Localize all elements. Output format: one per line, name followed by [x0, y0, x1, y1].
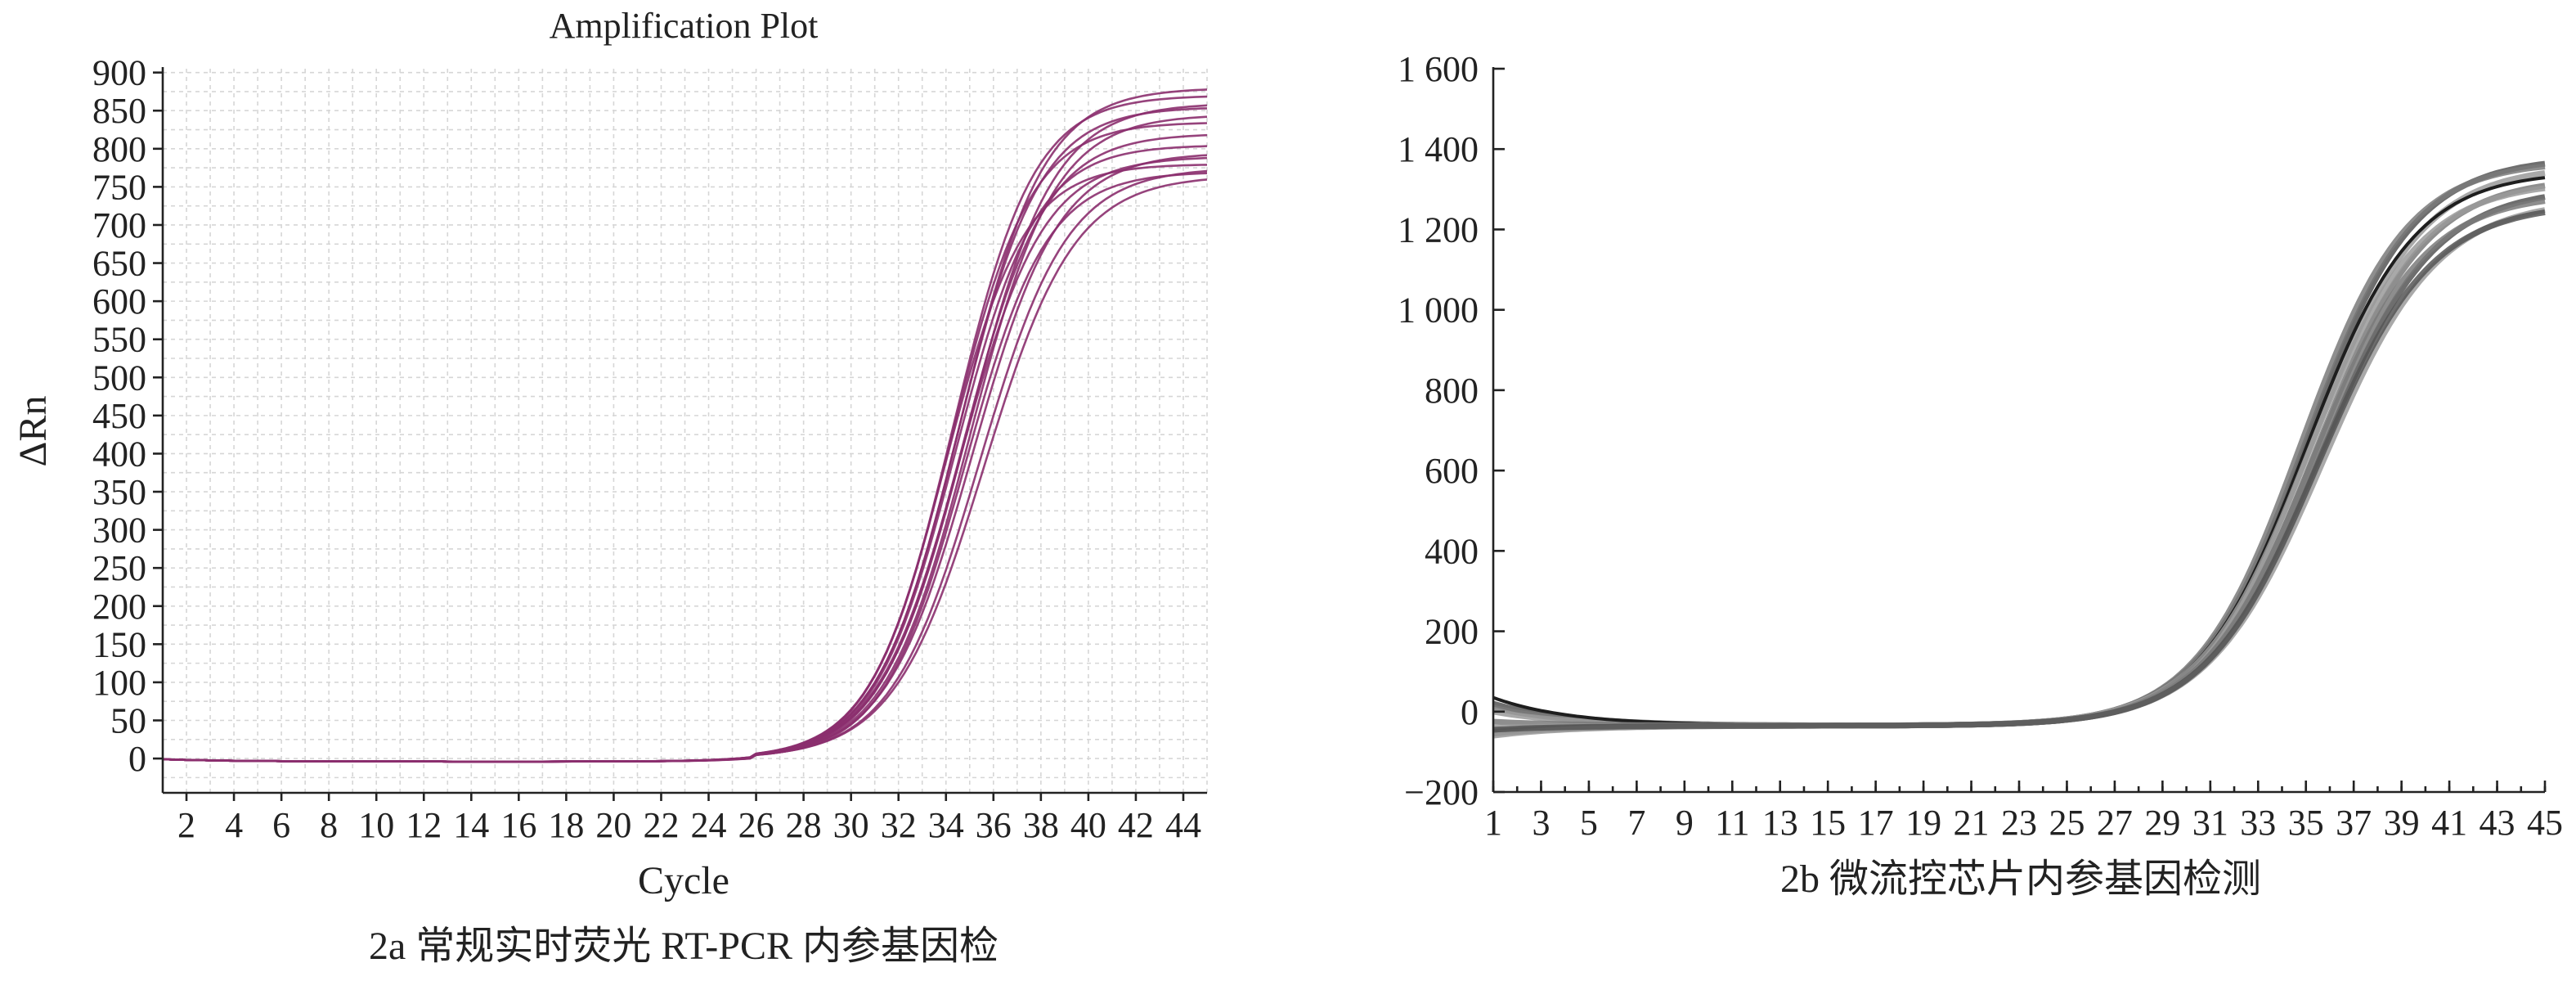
chart-2a-y-axis-label: ΔRn	[11, 396, 55, 467]
chart-2a-x-tick-label: 24	[691, 805, 727, 845]
chart-2a-x-tick-label: 40	[1070, 805, 1106, 845]
chart-2a-x-tick-label: 16	[500, 805, 536, 845]
chart-2b-x-tick-label: 39	[2384, 803, 2420, 843]
chart-2b-y-tick-label: 1 400	[1398, 129, 1479, 169]
chart-2b-x-tick-label: 7	[1627, 803, 1645, 843]
chart-2b-y-tick-label: 1 000	[1398, 290, 1479, 331]
chart-2a-y-tick-label: 300	[92, 511, 146, 551]
chart-2a-y-tick-label: 900	[92, 53, 146, 93]
chart-2a-x-tick-label: 30	[833, 805, 869, 845]
chart-2a-grid	[162, 69, 1208, 793]
panel-2a: Amplification Plot 2 4 6 8 10 12 14 16 18 20 22 24 2…	[11, 6, 1208, 968]
chart-2a-y-tick-label: 500	[92, 358, 146, 398]
chart-2a-x-tick-label: 14	[453, 805, 489, 845]
chart-2b-x-tick-label: 43	[2480, 803, 2515, 843]
chart-2a-y-tick-label: 800	[92, 129, 146, 169]
chart-2b-series-group	[1492, 160, 2546, 739]
chart-2b-x-tick-label: 19	[1905, 803, 1941, 843]
chart-2a-x-tick-label: 34	[928, 805, 964, 845]
chart-2b-y-tick-label: 1 200	[1398, 209, 1479, 250]
chart-2a-series-line-14	[162, 178, 1208, 763]
chart-2a-x-tick-label: 36	[976, 805, 1012, 845]
chart-2b-y-tick-label: 200	[1425, 612, 1479, 652]
chart-2a-x-tick-label: 42	[1118, 805, 1154, 845]
chart-2a-x-axis-label: Cycle	[638, 859, 729, 902]
chart-2a-x-tick-label: 38	[1023, 805, 1059, 845]
chart-2a-x-tick-label: 12	[406, 805, 442, 845]
chart-2a-y-tick-label: 650	[92, 244, 146, 284]
chart-2b-x-tick-label: 29	[2144, 803, 2180, 843]
chart-2b-x-tick-label: 37	[2336, 803, 2372, 843]
chart-2a-series-group	[162, 88, 1208, 763]
chart-2a-y-tick-label: 50	[110, 701, 146, 741]
chart-2a-y-tick-label: 200	[92, 587, 146, 627]
chart-2a-title: Amplification Plot	[550, 6, 819, 46]
chart-2a-y-tick-label: 850	[92, 91, 146, 131]
chart-2b-x-tick-label: 35	[2288, 803, 2324, 843]
chart-2b-y-ticks: −200 0 200 400 600 800 1 000 1 200 1 400 1 600	[1398, 49, 1505, 812]
chart-2b-x-tick-label: 33	[2240, 803, 2276, 843]
chart-2a-caption: 2a 常规实时荧光 RT-PCR 内参基因检	[369, 925, 999, 968]
chart-2a-series-line-9	[162, 154, 1208, 763]
chart-2b-x-tick-label: 5	[1580, 803, 1598, 843]
chart-2a-x-tick-label: 6	[272, 805, 290, 845]
chart-2a-x-tick-label: 10	[358, 805, 394, 845]
chart-2b-y-tick-label: −200	[1404, 772, 1479, 812]
chart-2a-x-tick-label: 44	[1165, 805, 1201, 845]
chart-2a-y-tick-label: 750	[92, 167, 146, 207]
chart-2a-y-tick-label: 550	[92, 320, 146, 360]
chart-2a-y-tick-label: 400	[92, 434, 146, 474]
panel-2b: 1 3 5 7 9 11 13 15 17 19 21 23 25 27 29 31 33 35 37 39 41 43 4…	[1398, 49, 2563, 901]
chart-2b-x-tick-label: 31	[2192, 803, 2228, 843]
chart-2b-x-tick-label: 3	[1532, 803, 1550, 843]
chart-2b-y-tick-label: 400	[1425, 531, 1479, 571]
chart-2b-x-tick-label: 41	[2431, 803, 2467, 843]
chart-2a-x-tick-label: 26	[738, 805, 774, 845]
chart-2a-y-ticks: 0501001502002503003504004505005506006507…	[92, 53, 163, 779]
chart-2a-x-tick-label: 32	[881, 805, 917, 845]
chart-2b-x-tick-label: 17	[1858, 803, 1894, 843]
chart-2a-x-tick-label: 8	[320, 805, 338, 845]
chart-2a-series-line-10	[162, 156, 1208, 763]
chart-2b-caption: 2b 微流控芯片内参基因检测	[1780, 857, 2261, 901]
chart-2b-y-tick-label: 0	[1461, 692, 1479, 732]
chart-2b-series-line-5	[1492, 182, 2546, 729]
chart-2b-x-tick-label: 9	[1676, 803, 1694, 843]
chart-2a-axes	[161, 67, 1207, 794]
chart-2b-series-line-2	[1492, 164, 2546, 729]
chart-2a-x-tick-label: 22	[643, 805, 679, 845]
chart-2a-y-tick-label: 700	[92, 205, 146, 245]
chart-2a-x-tick-label: 4	[225, 805, 243, 845]
chart-2b-x-tick-label: 15	[1810, 803, 1846, 843]
chart-2a-x-tick-label: 2	[177, 805, 195, 845]
chart-2a-x-tick-label: 28	[786, 805, 822, 845]
chart-2a-x-tick-label: 18	[548, 805, 584, 845]
chart-2b-x-tick-label: 13	[1762, 803, 1798, 843]
chart-2b-y-tick-label: 600	[1425, 451, 1479, 491]
chart-2a-y-tick-label: 0	[128, 739, 146, 779]
chart-2b-x-ticks: 1 3 5 7 9 11 13 15 17 19 21 23 25 27 29 31 33 35 37 39 41 43 4…	[1484, 781, 2563, 843]
chart-2b-series-line-1	[1492, 160, 2546, 729]
chart-2a-y-tick-label: 600	[92, 281, 146, 322]
chart-2a-y-tick-label: 100	[92, 663, 146, 703]
chart-2b-x-tick-label: 21	[1954, 803, 1990, 843]
chart-2b-x-tick-label: 23	[2001, 803, 2037, 843]
chart-2b-y-tick-label: 1 600	[1398, 49, 1479, 89]
chart-2a-series-line-13	[162, 172, 1208, 763]
chart-2b-series-line-10	[1492, 209, 2546, 733]
chart-2b-x-tick-label: 1	[1484, 803, 1502, 843]
chart-2b-x-tick-label: 11	[1715, 803, 1749, 843]
chart-2a-y-tick-label: 350	[92, 472, 146, 512]
chart-2a-x-ticks: 2 4 6 8 10 12 14 16 18 20 22 24 26 28 30 32 34 36 38 40 42 44	[177, 793, 1201, 845]
chart-2a-x-tick-label: 20	[595, 805, 631, 845]
chart-2a-y-tick-label: 250	[92, 548, 146, 588]
chart-2b-y-tick-label: 800	[1425, 371, 1479, 411]
chart-2b-x-tick-label: 45	[2527, 803, 2563, 843]
chart-2a-y-tick-label: 150	[92, 624, 146, 664]
chart-2b-axes	[1492, 67, 2545, 794]
chart-2b-x-tick-label: 25	[2049, 803, 2085, 843]
chart-2b-x-tick-label: 27	[2097, 803, 2133, 843]
chart-2a-y-tick-label: 450	[92, 396, 146, 436]
